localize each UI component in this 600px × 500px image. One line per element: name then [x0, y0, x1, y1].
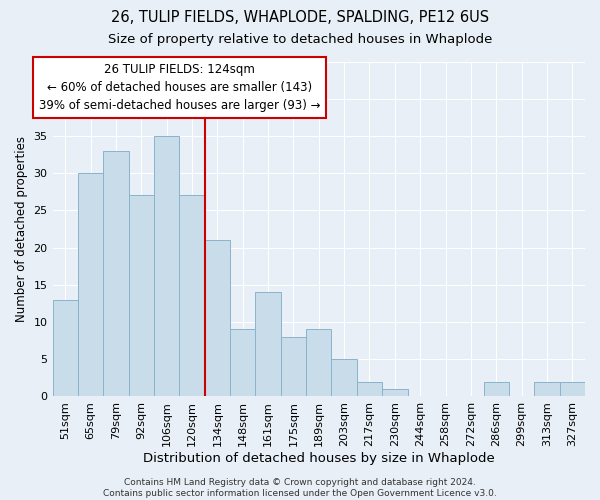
- X-axis label: Distribution of detached houses by size in Whaplode: Distribution of detached houses by size …: [143, 452, 494, 465]
- Bar: [357, 382, 382, 396]
- Bar: [484, 382, 509, 396]
- Bar: [230, 330, 256, 396]
- Bar: [78, 173, 103, 396]
- Text: Contains HM Land Registry data © Crown copyright and database right 2024.
Contai: Contains HM Land Registry data © Crown c…: [103, 478, 497, 498]
- Bar: [128, 196, 154, 396]
- Bar: [331, 359, 357, 397]
- Bar: [560, 382, 585, 396]
- Bar: [382, 389, 407, 396]
- Bar: [103, 151, 128, 396]
- Bar: [179, 196, 205, 396]
- Bar: [306, 330, 331, 396]
- Bar: [534, 382, 560, 396]
- Y-axis label: Number of detached properties: Number of detached properties: [15, 136, 28, 322]
- Text: 26, TULIP FIELDS, WHAPLODE, SPALDING, PE12 6US: 26, TULIP FIELDS, WHAPLODE, SPALDING, PE…: [111, 10, 489, 25]
- Text: Size of property relative to detached houses in Whaplode: Size of property relative to detached ho…: [108, 32, 492, 46]
- Bar: [53, 300, 78, 396]
- Text: 26 TULIP FIELDS: 124sqm
← 60% of detached houses are smaller (143)
39% of semi-d: 26 TULIP FIELDS: 124sqm ← 60% of detache…: [38, 63, 320, 112]
- Bar: [154, 136, 179, 396]
- Bar: [281, 337, 306, 396]
- Bar: [205, 240, 230, 396]
- Bar: [256, 292, 281, 397]
